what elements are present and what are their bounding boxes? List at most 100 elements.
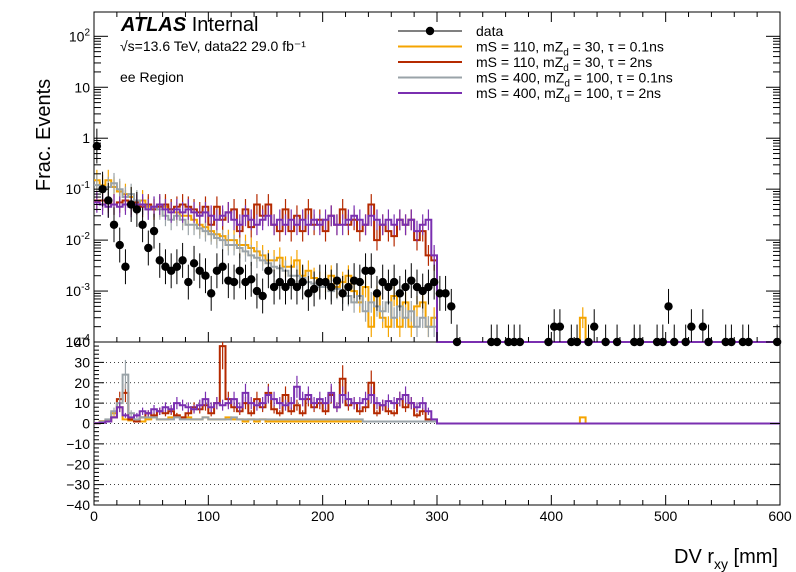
data-point [378, 277, 387, 287]
x-tick-label: 100 [197, 508, 221, 524]
main-y-tick-label: 1 [82, 130, 90, 146]
data-point [184, 277, 193, 287]
legend-rest: = 100, τ = 0.1ns [570, 70, 673, 86]
legend-subscript: d [563, 48, 569, 59]
tick-exponent: -2 [81, 231, 90, 242]
data-point [229, 277, 239, 287]
data-point [424, 282, 433, 292]
x-axis-title-subscript: xy [714, 556, 728, 572]
region-label: ee Region [120, 69, 184, 85]
data-point [681, 337, 690, 347]
x-ticks: 0 100 200 300 400 500 600 [90, 12, 792, 524]
data-point [744, 337, 753, 347]
ratio-y-tick-label: −20 [66, 456, 90, 472]
data-point [172, 262, 182, 271]
y-axis-title: Frac. Events [33, 79, 55, 191]
ratio-y-ticks: −40 −30 −20 −10 0 10 20 30 40 [66, 334, 780, 513]
ratio-y-tick-label: −30 [66, 477, 90, 493]
ratio-y-tick-label: 40 [74, 334, 90, 350]
atlas-label-bold: ATLAS [120, 14, 187, 36]
x-axis-title: DV rxy [mm] [674, 546, 778, 572]
legend-subscript: d [564, 94, 570, 105]
data-point [687, 322, 696, 331]
data-point [704, 337, 713, 347]
data-point [727, 337, 736, 347]
data-point [201, 271, 210, 280]
data-point [287, 277, 296, 287]
legend-rest: = 30, τ = 2ns [569, 54, 652, 70]
data-point [429, 277, 439, 287]
atlas-label-internal: Internal [186, 14, 258, 36]
main-y-tick-label: 10 [74, 79, 90, 95]
data-point [612, 337, 622, 347]
data-point [218, 262, 227, 271]
legend-rest: = 30, τ = 0.1ns [569, 39, 664, 55]
ratio-y-tick-label: 30 [74, 354, 90, 370]
data-point [275, 277, 284, 287]
ratio-hist-9aa3a8 [94, 373, 780, 425]
data-point [109, 220, 119, 229]
main-y-tick-label: 10-3 [66, 282, 91, 299]
ratio-histograms [94, 342, 780, 425]
data-point [138, 220, 147, 229]
data-point [155, 256, 164, 265]
data-point [189, 259, 199, 268]
tick-exponent: -3 [81, 282, 90, 293]
data-point [247, 275, 256, 284]
data-point [309, 284, 319, 294]
legend-entry-label: mS = 400, mZd = 100, τ = 0.1ns [476, 70, 673, 90]
main-y-tick-label: 10-1 [66, 180, 91, 197]
data-point [441, 289, 450, 298]
legend-subscript: d [563, 63, 569, 74]
data-point [195, 266, 204, 275]
data-point [104, 196, 113, 205]
data-point [447, 302, 456, 311]
tick-exponent: -1 [81, 180, 90, 191]
x-tick-label: 0 [90, 508, 98, 524]
legend-entry-label: mS = 400, mZd = 100, τ = 2ns [476, 85, 661, 105]
data-point [149, 226, 159, 236]
ratio-hist-7a2fb0 [94, 385, 780, 425]
main-histograms [94, 169, 780, 343]
data-point [121, 262, 130, 271]
data-point [327, 282, 336, 292]
legend-entry-label: mS = 110, mZd = 30, τ = 0.1ns [476, 39, 664, 59]
data-point [115, 240, 124, 250]
energy-lumi-label: √s=13.6 TeV, data22 29.0 fb⁻¹ [120, 38, 306, 54]
data-point [264, 266, 273, 275]
data-point [281, 282, 290, 292]
data-point [590, 322, 599, 331]
data-point [601, 337, 610, 347]
ratio-y-tick-label: −10 [66, 436, 90, 452]
data-point [664, 302, 673, 311]
ratio-grid [94, 341, 780, 486]
data-point [298, 277, 307, 287]
data-point [555, 322, 565, 331]
ratio-y-tick-label: 10 [74, 395, 90, 411]
data-point [321, 277, 330, 287]
data-point [332, 276, 342, 285]
data-point [372, 289, 382, 298]
data-point [269, 282, 279, 292]
data-point [389, 277, 399, 287]
x-tick-label: 400 [540, 508, 564, 524]
data-point [515, 337, 525, 347]
data-point [252, 286, 262, 296]
data-point [304, 289, 313, 298]
data-point [584, 337, 593, 347]
data-point [658, 337, 668, 347]
x-tick-label: 500 [654, 508, 678, 524]
data-point [384, 282, 393, 292]
data-point [126, 200, 136, 209]
data-point [367, 266, 376, 275]
legend-data-marker [425, 26, 435, 36]
data-points [92, 128, 782, 347]
main-y-tick-label: 10-2 [66, 231, 91, 248]
data-point [292, 282, 302, 292]
data-point [144, 243, 153, 253]
data-point [258, 291, 267, 301]
tick-exponent: -4 [81, 333, 90, 344]
data-point [572, 337, 582, 347]
ratio-hist-b52a00 [94, 345, 780, 425]
